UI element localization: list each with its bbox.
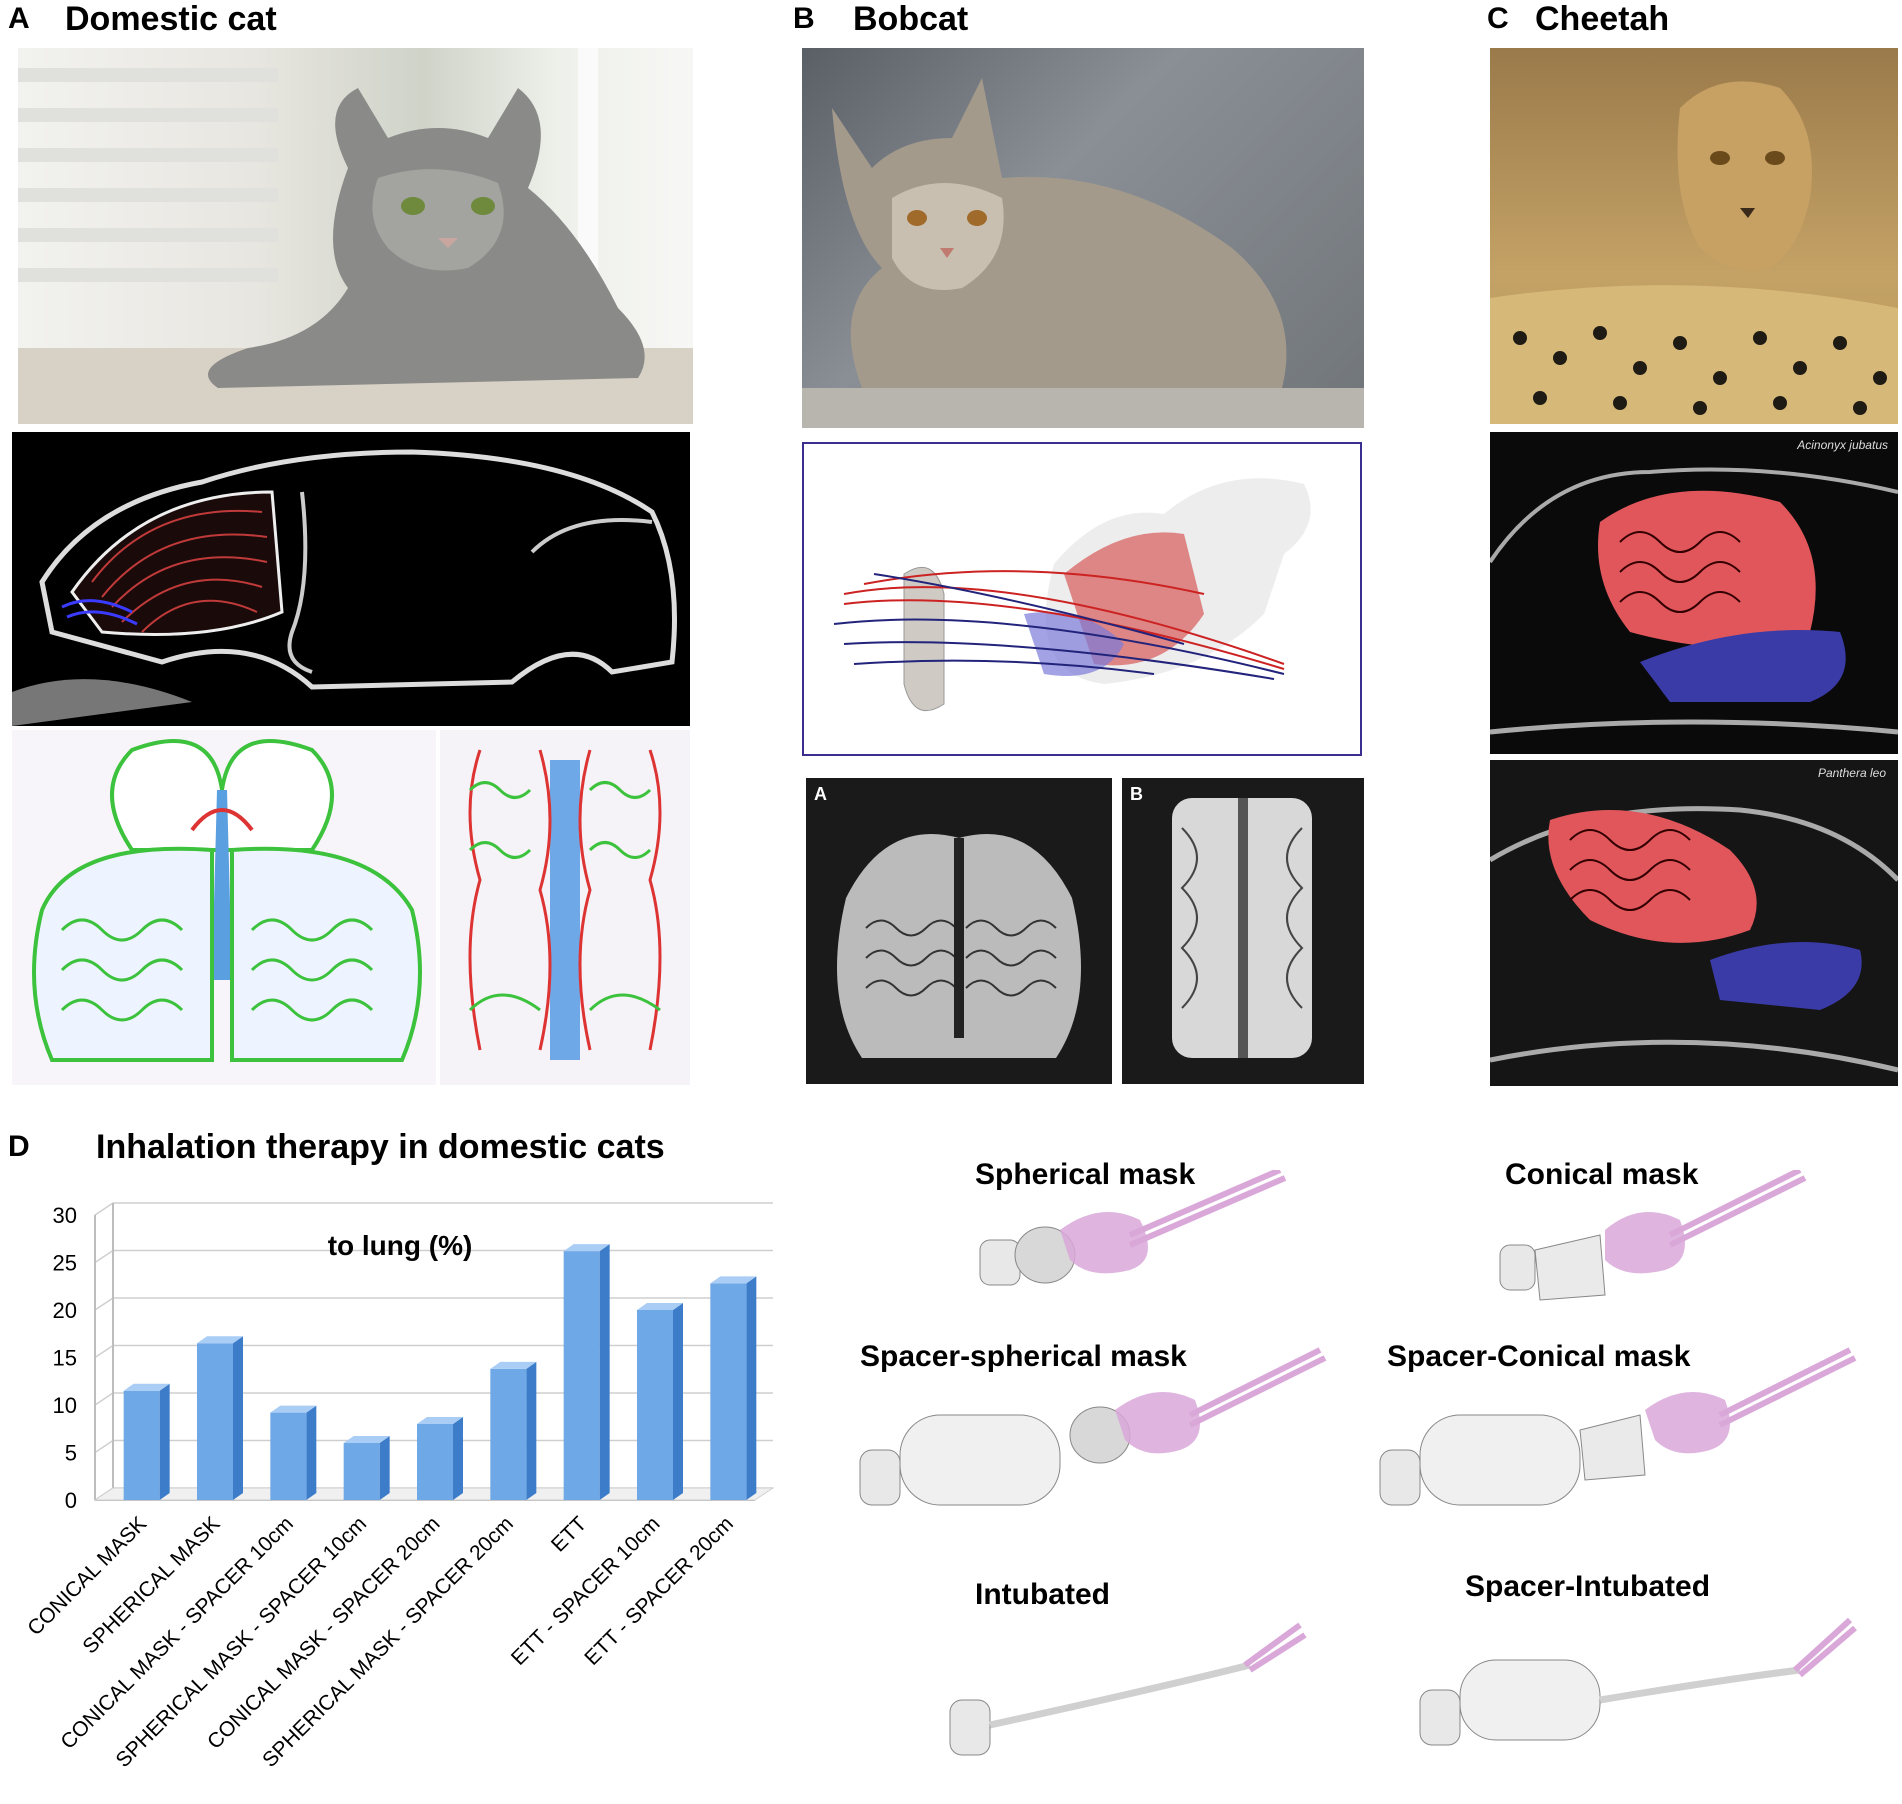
x-tick-label: SPHERICAL MASK <box>78 1512 224 1658</box>
y-tick-label: 15 <box>53 1346 77 1371</box>
x-tick-label: ETT <box>547 1512 591 1556</box>
bobcat-airflow-model <box>802 442 1362 756</box>
species-label-acinonyx: Acinonyx jubatus <box>1797 438 1888 452</box>
y-tick-label: 30 <box>53 1203 77 1228</box>
chart-bars <box>123 1244 757 1500</box>
bar <box>270 1405 317 1500</box>
model-label: Spacer-spherical mask <box>860 1340 1187 1373</box>
y-tick-label: 5 <box>65 1441 77 1466</box>
model-label: Conical mask <box>1505 1158 1699 1191</box>
spacer-intubated-model <box>1419 1617 1857 1746</box>
species-label-panthera: Panthera leo <box>1817 766 1886 780</box>
bobcat-mri-b-label: B <box>1130 784 1143 804</box>
model-label: Spacer-Intubated <box>1465 1570 1711 1603</box>
model-label: Intubated <box>975 1578 1110 1611</box>
panel-c-letter: C <box>1487 2 1509 35</box>
airway-model-illustrations <box>859 1170 1857 1756</box>
domestic-cat-photo <box>18 48 693 424</box>
domestic-cat-ct-scan <box>12 432 690 726</box>
x-tick-label: ETT - SPACER 20cm <box>580 1512 738 1670</box>
bar <box>710 1276 757 1500</box>
spherical-mask-model <box>979 1170 1287 1286</box>
gridline-depth <box>94 1297 114 1311</box>
domestic-cat-histology-left <box>12 730 436 1085</box>
bobcat-mri-a: A <box>806 778 1112 1084</box>
bobcat-mri-b: B <box>1122 778 1364 1084</box>
gridline-depth <box>94 1249 114 1264</box>
bar <box>197 1336 243 1500</box>
gridline-depth <box>94 1439 114 1454</box>
bar <box>417 1417 463 1500</box>
panel-d-letter: D <box>8 1130 30 1163</box>
y-tick-label: 20 <box>53 1298 77 1323</box>
model-label: Spacer-Conical mask <box>1387 1340 1691 1373</box>
panel-c-title: Cheetah <box>1535 0 1670 38</box>
y-tick-label: 10 <box>53 1393 77 1418</box>
panel-d-title: Inhalation therapy in domestic cats <box>96 1128 665 1166</box>
gridline-depth <box>94 1344 114 1359</box>
y-tick-label: 0 <box>65 1488 77 1513</box>
bar <box>563 1244 610 1500</box>
domestic-cat-histology-right <box>440 730 690 1085</box>
panel-a-title: Domestic cat <box>65 0 277 38</box>
bar <box>490 1361 537 1500</box>
lion-ct-scan: Panthera leo <box>1490 760 1898 1086</box>
bar <box>123 1383 170 1500</box>
gridline-depth <box>94 1202 114 1216</box>
cheetah-ct-scan: Acinonyx jubatus <box>1490 432 1898 754</box>
spacer-conical-mask-model <box>1379 1347 1857 1506</box>
intubated-model <box>949 1622 1307 1756</box>
bar <box>343 1436 390 1500</box>
conical-mask-model <box>1499 1170 1807 1301</box>
spacer-spherical-mask-model <box>859 1347 1327 1506</box>
y-tick-label: 25 <box>53 1251 77 1276</box>
model-label: Spherical mask <box>975 1158 1196 1191</box>
panel-a-letter: A <box>8 2 30 35</box>
bar <box>637 1303 683 1500</box>
cheetah-photo <box>1490 48 1898 424</box>
chart-title: to lung (%) <box>328 1230 473 1261</box>
panel-b-letter: B <box>793 2 815 35</box>
bobcat-photo <box>802 48 1364 428</box>
chart-y-tick-labels: 0 5 10 15 20 25 30 <box>53 1203 77 1513</box>
x-tick-label: ETT - SPACER 10cm <box>507 1512 665 1670</box>
panel-b-title: Bobcat <box>853 0 969 38</box>
gridline-depth <box>94 1392 114 1406</box>
bobcat-mri-a-label: A <box>814 784 827 804</box>
